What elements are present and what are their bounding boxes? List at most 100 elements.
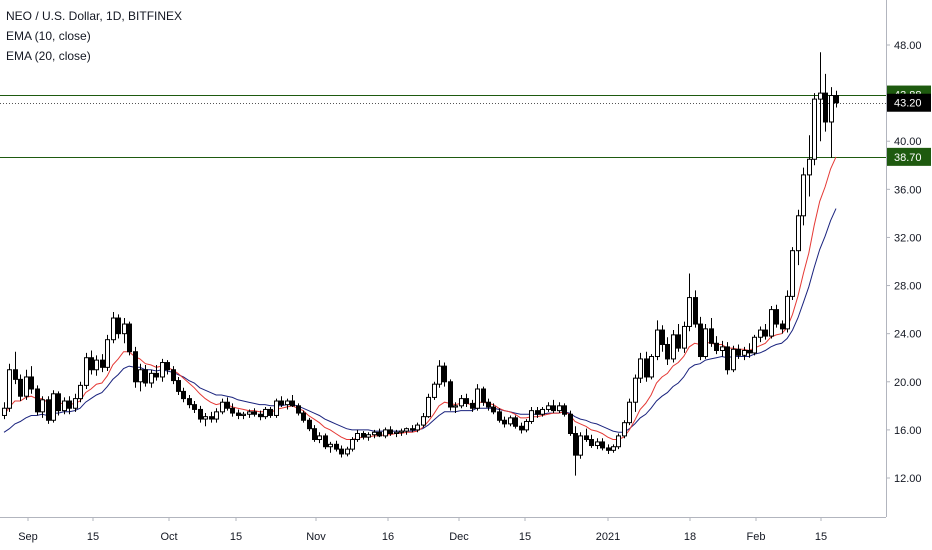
- candle-body-up: [399, 430, 404, 433]
- candle: [18, 374, 23, 402]
- candle: [279, 396, 284, 408]
- x-tick-label: Dec: [449, 531, 469, 543]
- candle-body-up: [263, 408, 268, 418]
- candle-body-down: [296, 405, 301, 414]
- candle: [62, 397, 67, 415]
- candle-body-up: [578, 435, 583, 456]
- x-tick-label: Oct: [160, 531, 177, 543]
- x-tick-label: Feb: [747, 531, 766, 543]
- candle: [606, 444, 611, 454]
- candle: [725, 342, 730, 375]
- chart-title[interactable]: NEO / U.S. Dollar, 1D, BITFINEX: [6, 9, 183, 23]
- candle-body-up: [345, 448, 350, 455]
- candle-body-down: [323, 435, 328, 448]
- candle-body-down: [562, 405, 567, 415]
- candle-body-down: [519, 425, 524, 431]
- indicator-ema-20[interactable]: EMA (20, close): [6, 49, 91, 63]
- candle-body-down: [187, 398, 192, 406]
- candle: [116, 314, 121, 339]
- y-tick-label: 12.00: [894, 473, 922, 485]
- candle: [426, 393, 431, 418]
- candle-body-up: [453, 405, 458, 408]
- candle: [274, 398, 279, 418]
- candle: [301, 410, 306, 423]
- candle-body-down: [133, 351, 138, 383]
- candle-body-down: [46, 399, 51, 421]
- candle-body-down: [230, 407, 235, 414]
- candle: [399, 428, 404, 436]
- candle-body-down: [165, 362, 170, 371]
- candle-body-down: [268, 408, 273, 416]
- candle-body-down: [339, 448, 344, 455]
- candle: [535, 407, 540, 418]
- price-axis[interactable]: 12.00 16.00 20.00 24.00 28.00 32.00 36.00 40.00…: [886, 40, 922, 485]
- candle: [529, 407, 534, 424]
- candle: [448, 379, 453, 411]
- candle-body-down: [535, 410, 540, 415]
- candle: [671, 330, 676, 363]
- candle-body-up: [220, 401, 225, 413]
- candle: [13, 351, 18, 385]
- candle: [780, 320, 785, 334]
- candle: [736, 344, 741, 359]
- candle-body-down: [225, 401, 230, 409]
- candle-body-up: [731, 348, 736, 371]
- candle: [807, 135, 812, 197]
- candle: [307, 417, 312, 432]
- indicator-ema-10[interactable]: EMA (10, close): [6, 29, 91, 43]
- candle-body-up: [638, 358, 643, 379]
- candle-body-down: [834, 95, 839, 104]
- candle: [644, 351, 649, 382]
- candle: [785, 290, 790, 333]
- candle: [149, 369, 154, 388]
- candle: [703, 324, 708, 359]
- candle: [252, 408, 257, 417]
- candle: [453, 402, 458, 414]
- candle: [209, 411, 214, 423]
- candle: [165, 360, 170, 375]
- chart-legend: NEO / U.S. Dollar, 1D, BITFINEX EMA (10,…: [6, 6, 182, 66]
- candle-body-up: [404, 428, 409, 432]
- candle: [241, 411, 246, 420]
- candle-body-down: [486, 401, 491, 408]
- candle: [627, 398, 632, 426]
- candle: [323, 433, 328, 450]
- candle-body-up: [421, 416, 426, 426]
- candle-body-down: [252, 411, 257, 415]
- candle-body-down: [693, 297, 698, 325]
- candle: [796, 209, 801, 266]
- candle-body-up: [682, 325, 687, 349]
- candle: [497, 408, 502, 423]
- candle-body-down: [573, 432, 578, 456]
- candle-body-up: [7, 369, 12, 409]
- candle: [589, 434, 594, 448]
- horizontal-levels[interactable]: [0, 95, 886, 158]
- candle: [350, 437, 355, 452]
- candle: [475, 384, 480, 411]
- candle-body-up: [94, 359, 99, 371]
- candle-body-down: [497, 411, 502, 421]
- candle: [470, 399, 475, 412]
- price-tag-label: 43.20: [894, 98, 922, 110]
- candle-body-up: [355, 432, 360, 441]
- candle-body-down: [18, 378, 23, 397]
- candle: [230, 403, 235, 417]
- candle-body-up: [687, 297, 692, 327]
- candle-body-down: [600, 441, 605, 449]
- candle-body-up: [285, 400, 290, 406]
- time-axis[interactable]: Sep 15 Oct 15 Nov 16 Dec 15 2021 18 Feb 15: [18, 517, 827, 543]
- candle-body-up: [829, 95, 834, 123]
- candle-body-down: [442, 365, 447, 383]
- candle-body-up: [274, 400, 279, 416]
- candle: [127, 321, 132, 356]
- candle: [769, 306, 774, 339]
- candle-body-down: [301, 412, 306, 421]
- candle-body-down: [176, 380, 181, 392]
- candle: [714, 336, 719, 355]
- candle-body-up: [529, 410, 534, 422]
- candle-body-up: [508, 417, 513, 425]
- candle-body-down: [502, 419, 507, 425]
- candle-body-down: [568, 413, 573, 434]
- candle-body-up: [671, 334, 676, 360]
